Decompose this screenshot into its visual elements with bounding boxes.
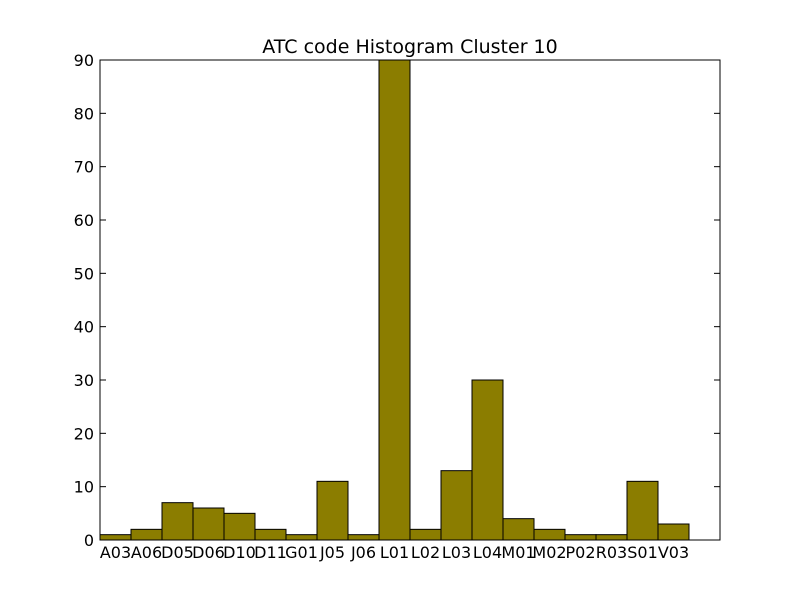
bar-l03 [440,470,473,541]
y-tick-label: 60 [74,211,94,230]
x-tick-label: L04 [473,543,502,562]
x-tick-label: D10 [223,543,256,562]
bar-a06 [130,528,163,541]
x-tick-label: D05 [161,543,194,562]
x-tick-label: L02 [411,543,440,562]
x-tick-label: L03 [442,543,471,562]
x-tick-label: D11 [254,543,287,562]
y-tick-label: 50 [74,264,94,283]
bar-d06 [192,507,225,541]
x-tick-label: V03 [658,543,689,562]
bar-d11 [254,528,287,541]
bar-j05 [316,480,349,541]
x-tick-label: M02 [532,543,566,562]
y-tick-label: 80 [74,104,94,123]
y-tick-label: 10 [74,478,94,497]
bar-m02 [533,528,566,541]
x-tick-label: A03 [100,543,131,562]
x-tick-label: G01 [285,543,318,562]
x-tick-label: A06 [131,543,162,562]
bar-g01 [285,534,318,541]
y-tick-label: 90 [74,51,94,70]
x-tick-label: J05 [319,543,345,562]
bar-s01 [626,480,659,541]
chart-title: ATC code Histogram Cluster 10 [262,36,557,58]
bar-l01 [378,59,411,541]
bar-l04 [471,379,504,541]
bar-v03 [657,523,690,541]
bar-l02 [409,528,442,541]
x-tick-label: S01 [627,543,658,562]
y-tick-label: 0 [84,531,94,550]
y-tick-label: 40 [74,318,94,337]
x-tick-label: R03 [596,543,627,562]
x-tick-label: D06 [192,543,225,562]
y-tick-label: 70 [74,158,94,177]
y-axis: 0 10 20 30 40 50 60 70 80 90 [74,51,720,550]
bar-r03 [595,534,628,541]
bar-m01 [502,518,535,541]
y-tick-label: 20 [74,424,94,443]
x-tick-label: P02 [565,543,595,562]
bar-d05 [161,502,194,541]
x-tick-label: J06 [350,543,376,562]
bar-d10 [223,512,256,541]
x-tick-label: M01 [501,543,535,562]
y-tick-label: 30 [74,371,94,390]
bar-p02 [564,534,597,541]
bar-a03 [99,534,132,541]
bars-group [99,59,690,541]
plot-frame [99,59,721,541]
bar-j06 [347,534,380,541]
x-tick-label: L01 [380,543,409,562]
